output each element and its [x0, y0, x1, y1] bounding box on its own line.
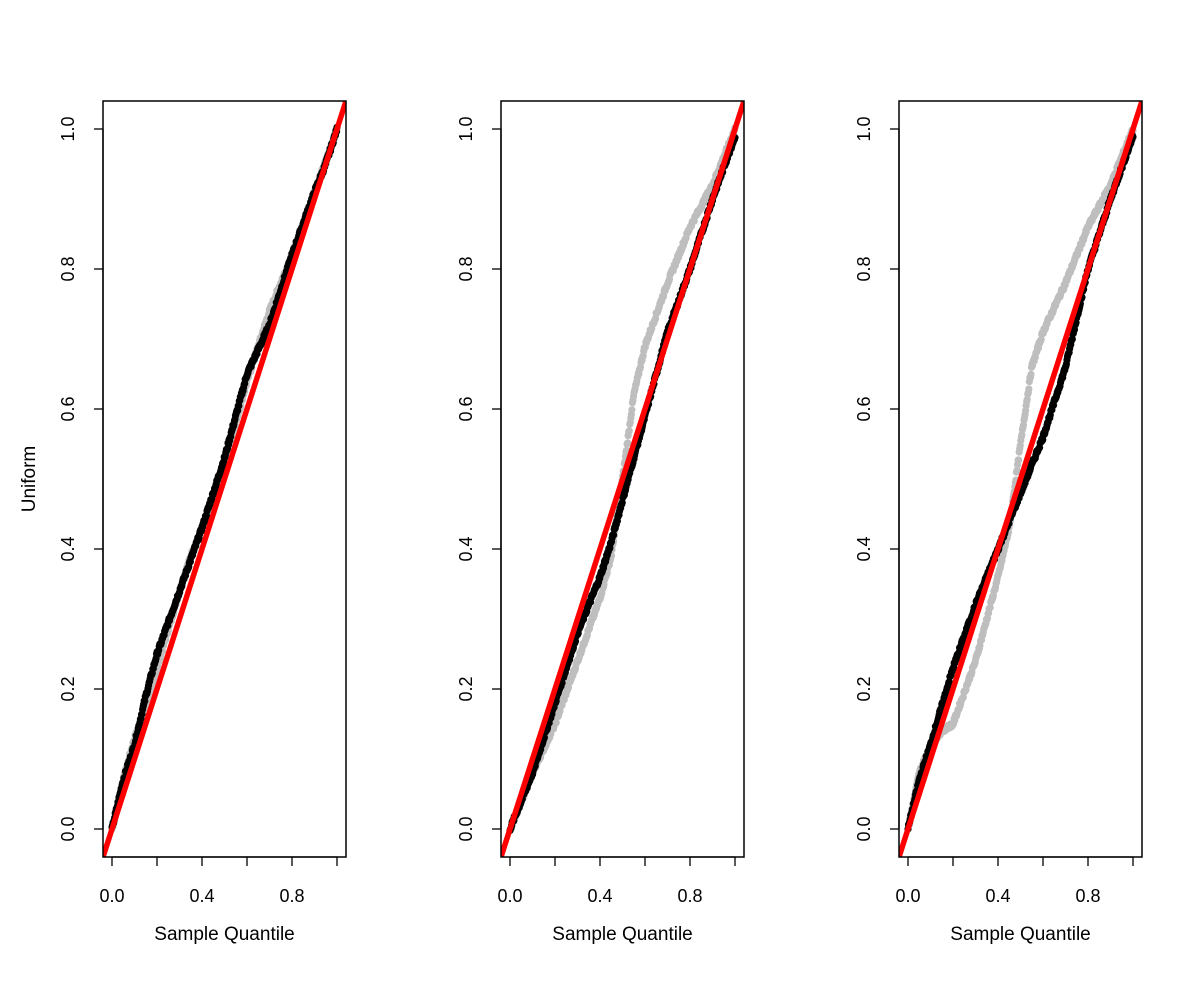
- y-tick-label: 0.6: [456, 396, 476, 421]
- plot-area: [899, 101, 1142, 857]
- y-tick-label: 0.0: [58, 816, 78, 841]
- x-axis: 0.0 0.4 0.8: [895, 856, 1134, 906]
- data-point: [1025, 385, 1033, 393]
- reference-line: [501, 101, 744, 857]
- y-tick-label: 1.0: [456, 116, 476, 141]
- reference-line: [103, 101, 346, 857]
- y-tick-label: 0.8: [456, 256, 476, 281]
- x-tick-label: 0.0: [99, 886, 124, 906]
- x-axis: 0.0 0.4 0.8: [99, 856, 338, 906]
- y-tick-label: 0.4: [456, 536, 476, 561]
- x-axis: 0.0 0.4 0.8: [497, 856, 736, 906]
- data-point: [610, 531, 618, 539]
- y-tick-label: 0.0: [456, 816, 476, 841]
- y-tick-label: 0.6: [854, 396, 874, 421]
- x-axis-title: Sample Quantile: [154, 924, 294, 945]
- panel-2: 0.0 0.4 0.8 0.0 0.2 0.4 0.6 0.8 1.0 Sample Quanti…: [456, 100, 745, 945]
- panel-1: 0.0 0.4 0.8 0.0 0.2 0.4 0.6 0.8 1.0 Sample Quanti…: [19, 100, 347, 945]
- y-tick-label: 0.2: [58, 676, 78, 701]
- data-point: [1018, 431, 1026, 439]
- x-tick-label: 0.8: [677, 886, 702, 906]
- reference-line: [899, 101, 1142, 857]
- data-point: [1037, 336, 1045, 344]
- y-tick-label: 0.2: [854, 676, 874, 701]
- data-point: [1015, 456, 1023, 464]
- data-point: [986, 603, 994, 612]
- data-point: [625, 427, 633, 435]
- x-tick-label: 0.4: [587, 886, 612, 906]
- x-tick-label: 0.0: [895, 886, 920, 906]
- data-point: [624, 439, 632, 447]
- x-axis-title: Sample Quantile: [552, 924, 692, 945]
- x-tick-label: 0.8: [279, 886, 304, 906]
- y-tick-label: 0.8: [854, 256, 874, 281]
- data-point: [1027, 370, 1035, 378]
- data-point: [1013, 466, 1021, 474]
- y-tick-label: 0.6: [58, 396, 78, 421]
- y-axis: 0.0 0.2 0.4 0.6 0.8 1.0: [456, 116, 502, 842]
- y-tick-label: 0.2: [456, 676, 476, 701]
- y-tick-label: 0.8: [58, 256, 78, 281]
- panel-3: 0.0 0.4 0.8 0.0 0.2 0.4 0.6 0.8 1.0 Sample Quanti…: [854, 100, 1143, 945]
- x-axis-title: Sample Quantile: [950, 924, 1090, 945]
- x-tick-label: 0.4: [985, 886, 1010, 906]
- plot-area: [501, 101, 744, 857]
- y-tick-label: 0.4: [58, 536, 78, 561]
- data-point: [945, 678, 953, 686]
- y-tick-label: 0.0: [854, 816, 874, 841]
- x-tick-label: 0.4: [189, 886, 214, 906]
- y-axis: 0.0 0.2 0.4 0.6 0.8 1.0: [854, 116, 900, 842]
- x-tick-label: 0.8: [1075, 886, 1100, 906]
- data-point: [628, 406, 636, 414]
- y-axis-title: Uniform: [19, 446, 40, 513]
- x-tick-label: 0.0: [497, 886, 522, 906]
- plot-area: [103, 101, 346, 857]
- y-tick-label: 1.0: [58, 116, 78, 141]
- y-axis: 0.0 0.2 0.4 0.6 0.8 1.0: [58, 116, 104, 842]
- y-tick-label: 0.4: [854, 536, 874, 561]
- y-tick-label: 1.0: [854, 116, 874, 141]
